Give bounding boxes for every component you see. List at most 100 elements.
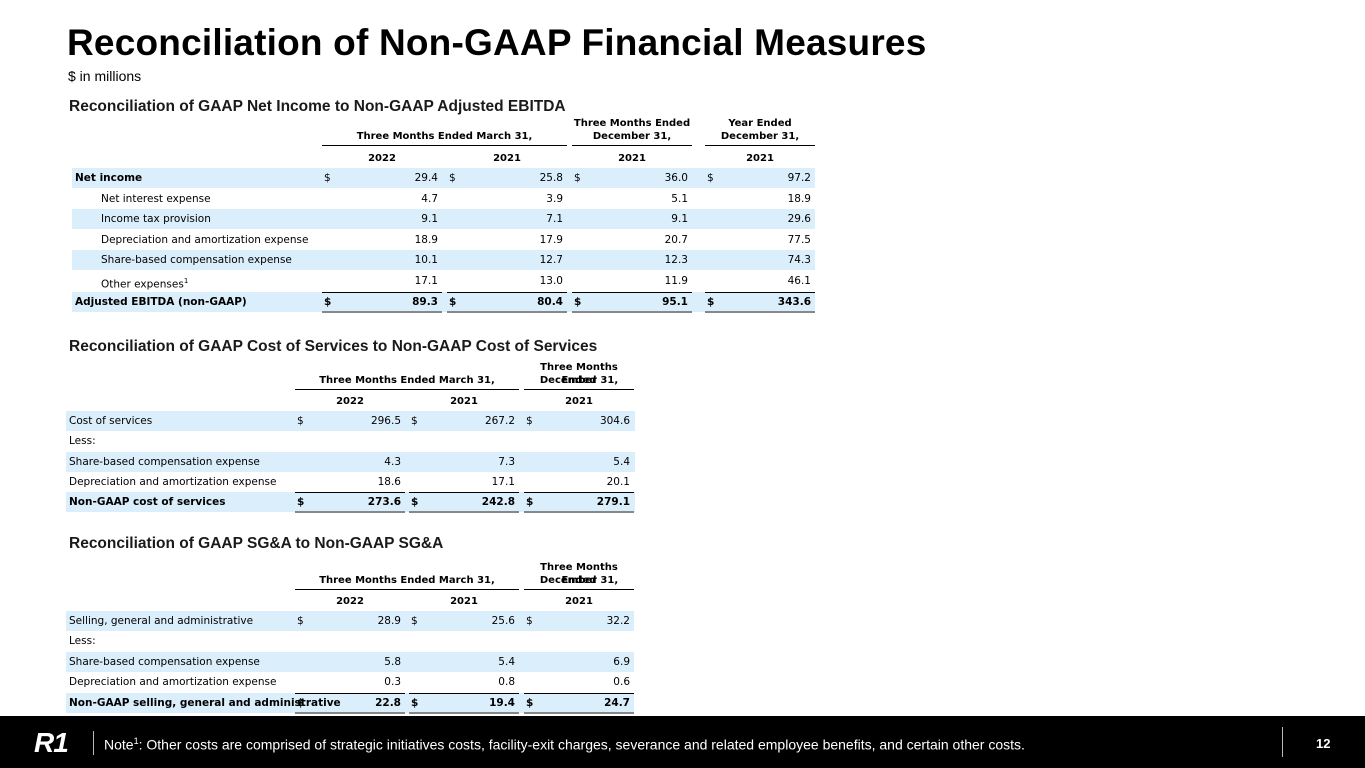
column-group-label: December 31, bbox=[592, 131, 672, 142]
year-label: 2021 bbox=[493, 153, 521, 164]
value: 80.4 bbox=[537, 295, 563, 308]
value: 12.7 bbox=[539, 254, 563, 267]
value: 9.1 bbox=[421, 213, 438, 226]
column-group-label: Three Months Ended bbox=[573, 118, 691, 129]
row-label: Cost of services bbox=[69, 415, 153, 427]
currency: $ bbox=[526, 615, 533, 627]
year-label: 2021 bbox=[565, 596, 593, 607]
value: 0.8 bbox=[498, 676, 515, 689]
row-label: Share-based compensation expense bbox=[69, 655, 260, 668]
value: 19.4 bbox=[489, 696, 515, 709]
currency: $ bbox=[324, 295, 332, 308]
total-rule bbox=[447, 310, 567, 313]
header-rule bbox=[524, 389, 634, 390]
column-group-label: December 31, bbox=[539, 575, 619, 586]
value: 5.8 bbox=[384, 655, 401, 668]
value: 17.1 bbox=[414, 275, 438, 287]
value: 0.3 bbox=[384, 676, 401, 689]
header-rule bbox=[295, 389, 519, 390]
value: 304.6 bbox=[599, 415, 630, 427]
currency: $ bbox=[297, 415, 304, 427]
total-rule bbox=[572, 310, 692, 313]
total-rule bbox=[409, 492, 519, 494]
value: 18.6 bbox=[377, 475, 401, 488]
row-label: Share-based compensation expense bbox=[69, 455, 260, 468]
currency: $ bbox=[297, 696, 305, 709]
row-stripe bbox=[72, 209, 815, 230]
value: 5.1 bbox=[671, 192, 688, 205]
divider bbox=[1282, 727, 1283, 757]
currency: $ bbox=[707, 295, 715, 308]
value: 12.3 bbox=[664, 254, 688, 267]
row-stripe bbox=[66, 611, 634, 631]
total-rule bbox=[322, 310, 442, 313]
currency: $ bbox=[411, 615, 418, 627]
year-label: 2021 bbox=[618, 153, 646, 164]
value: 343.6 bbox=[777, 295, 811, 308]
total-rule bbox=[572, 291, 692, 293]
row-label: Depreciation and amortization expense bbox=[101, 233, 309, 246]
total-rule bbox=[705, 291, 815, 293]
value: 18.9 bbox=[787, 192, 811, 205]
value: 9.1 bbox=[671, 213, 688, 226]
row-label: Depreciation and amortization expense bbox=[69, 676, 277, 689]
currency: $ bbox=[297, 615, 304, 627]
value: 46.1 bbox=[787, 275, 811, 287]
section-heading: Reconciliation of GAAP Net Income to Non… bbox=[69, 98, 566, 115]
value: 74.3 bbox=[787, 254, 811, 267]
row-label: Less: bbox=[69, 435, 96, 448]
value: 4.7 bbox=[421, 192, 438, 205]
header-rule bbox=[524, 589, 634, 590]
value: 13.0 bbox=[539, 275, 563, 287]
value: 5.4 bbox=[613, 455, 630, 468]
row-stripe bbox=[72, 291, 815, 312]
note-label: Note bbox=[104, 736, 134, 753]
total-rule bbox=[409, 711, 519, 714]
column-group-label: Three Months Ended bbox=[540, 362, 618, 386]
value: 5.4 bbox=[498, 655, 515, 668]
column-group-label: Three Months Ended March 31, bbox=[319, 575, 495, 586]
divider bbox=[93, 731, 94, 755]
value: 95.1 bbox=[662, 295, 688, 308]
currency: $ bbox=[707, 172, 714, 184]
currency: $ bbox=[324, 172, 331, 184]
row-label: Share-based compensation expense bbox=[101, 254, 292, 267]
value: 89.3 bbox=[412, 295, 438, 308]
row-label: Selling, general and administrative bbox=[69, 615, 254, 627]
footnote-mark: 1 bbox=[183, 277, 189, 285]
year-label: 2022 bbox=[336, 396, 364, 407]
note-text: : Other costs are comprised of strategic… bbox=[138, 736, 1025, 753]
value: 24.7 bbox=[604, 696, 630, 709]
row-label: Non-GAAP cost of services bbox=[69, 496, 226, 509]
column-group-label: Three Months Ended March 31, bbox=[356, 131, 533, 142]
value: 18.9 bbox=[414, 233, 438, 246]
currency: $ bbox=[526, 415, 533, 427]
column-group-label: December 31, bbox=[539, 375, 619, 386]
row-stripe bbox=[72, 168, 815, 188]
year-label: 2021 bbox=[565, 396, 593, 407]
row-stripe bbox=[66, 411, 635, 431]
page-number: 12 bbox=[1316, 736, 1331, 751]
value: 17.9 bbox=[539, 233, 563, 246]
footnote: Note1: Other costs are comprised of stra… bbox=[104, 736, 1025, 753]
footer-bar bbox=[0, 716, 1365, 768]
total-rule bbox=[295, 711, 405, 714]
currency: $ bbox=[411, 696, 419, 709]
value: 25.6 bbox=[491, 615, 515, 627]
year-label: 2021 bbox=[450, 596, 478, 607]
column-group-label: Three Months Ended bbox=[540, 562, 618, 586]
value: 4.3 bbox=[384, 455, 401, 468]
title: Reconciliation of Non-GAAP Financial Mea… bbox=[67, 22, 927, 63]
value: 20.1 bbox=[606, 475, 630, 488]
row-label: Less: bbox=[69, 635, 96, 648]
currency: $ bbox=[411, 496, 419, 509]
value: 7.1 bbox=[546, 213, 563, 226]
value: 0.6 bbox=[613, 676, 630, 689]
row-label: Net income bbox=[75, 172, 143, 184]
section-heading: Reconciliation of GAAP Cost of Services … bbox=[69, 338, 598, 355]
year-label: 2022 bbox=[336, 596, 364, 607]
total-rule bbox=[524, 492, 634, 494]
subtitle: $ in millions bbox=[68, 68, 142, 84]
header-rule bbox=[572, 145, 692, 146]
